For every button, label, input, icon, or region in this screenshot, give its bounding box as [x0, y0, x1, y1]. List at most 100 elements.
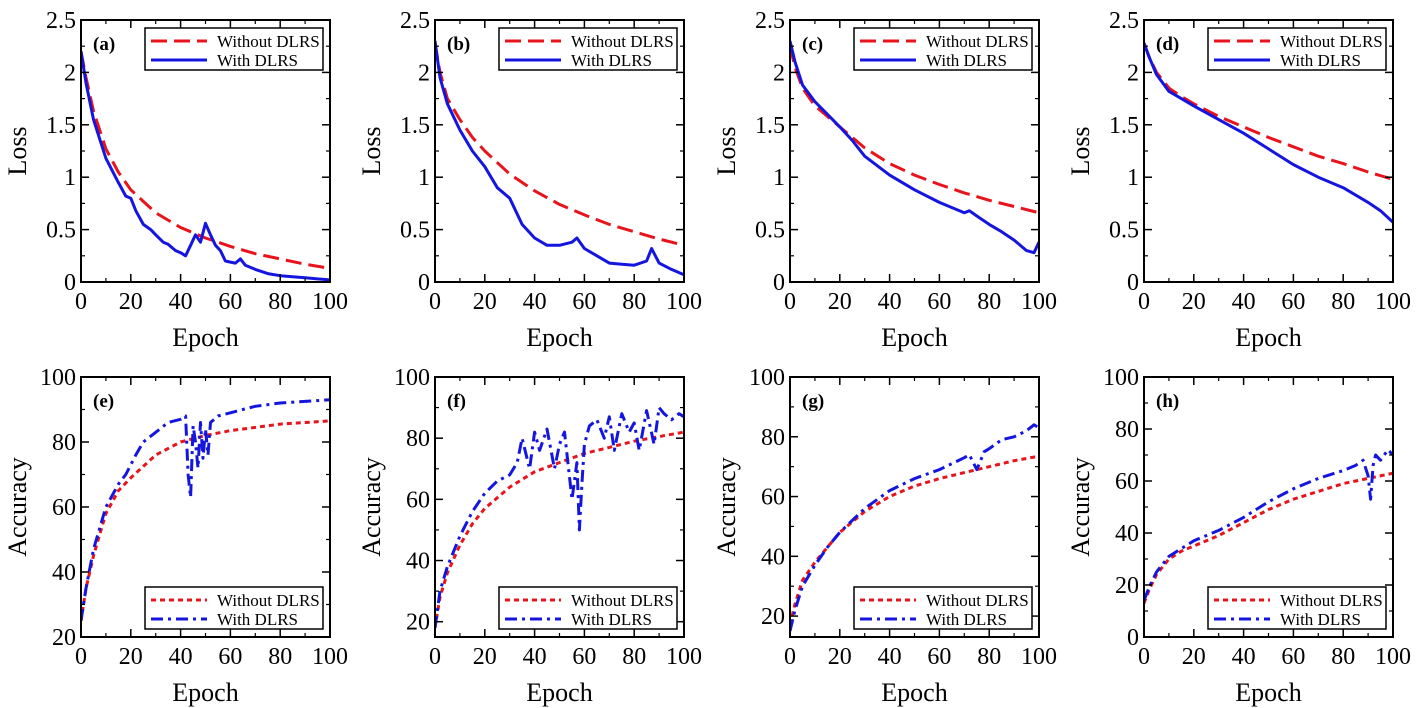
x-axis-label: Epoch — [1235, 678, 1301, 707]
x-tick-label: 100 — [666, 289, 702, 315]
series-line-with-dlrs — [1144, 42, 1393, 224]
y-tick-label: 0 — [418, 270, 430, 296]
y-tick-label: 0 — [1127, 270, 1139, 296]
series-line-without-dlrs — [81, 419, 330, 622]
legend-box — [853, 27, 1033, 71]
x-tick-label: 80 — [268, 289, 292, 315]
x-tick-label: 0 — [75, 644, 87, 670]
legend-box — [144, 586, 324, 630]
y-tick-label: 1.5 — [46, 113, 76, 139]
x-tick-label: 100 — [312, 289, 348, 315]
y-tick-label: 2 — [418, 60, 430, 86]
y-tick-label: 60 — [52, 495, 76, 521]
x-tick-label: 60 — [927, 289, 951, 315]
x-tick-label: 40 — [1232, 289, 1256, 315]
y-tick-label: 1.5 — [400, 113, 430, 139]
series-line-without-dlrs — [435, 42, 684, 247]
legend-entry-label: Without DLRS — [1280, 32, 1383, 51]
legend-entry-label: With DLRS — [926, 610, 1007, 629]
y-axis-label: Accuracy — [3, 457, 32, 557]
x-tick-label: 100 — [1021, 644, 1057, 670]
x-tick-label: 80 — [977, 644, 1001, 670]
x-tick-label: 20 — [119, 289, 143, 315]
legend-entry-label: With DLRS — [217, 610, 298, 629]
x-tick-label: 60 — [1281, 289, 1305, 315]
legend-entry-label: Without DLRS — [926, 32, 1029, 51]
legend-box — [1207, 27, 1387, 71]
y-tick-label: 100 — [394, 365, 430, 391]
x-axis-label: Epoch — [172, 678, 238, 707]
x-tick-label: 80 — [1331, 644, 1355, 670]
y-tick-label: 100 — [1103, 365, 1139, 391]
x-tick-label: 60 — [218, 289, 242, 315]
y-tick-label: 2.5 — [400, 8, 430, 34]
y-tick-label: 80 — [761, 425, 785, 451]
y-axis-label: Accuracy — [712, 457, 741, 557]
y-tick-label: 0.5 — [46, 218, 76, 244]
series-line-with-dlrs — [790, 423, 1039, 632]
x-axis-label: Epoch — [526, 678, 592, 707]
legend-entry-label: Without DLRS — [217, 32, 320, 51]
y-tick-label: 20 — [406, 610, 430, 636]
y-tick-label: 20 — [761, 604, 785, 630]
x-tick-label: 0 — [1138, 644, 1150, 670]
y-tick-label: 2.5 — [755, 8, 785, 34]
y-axis-label: Loss — [712, 126, 741, 175]
x-tick-label: 20 — [119, 644, 143, 670]
y-tick-label: 2 — [773, 60, 785, 86]
y-tick-label: 1 — [1127, 165, 1139, 191]
y-tick-label: 0.5 — [755, 218, 785, 244]
x-tick-label: 0 — [429, 644, 441, 670]
legend-entry-label: Without DLRS — [926, 591, 1029, 610]
chart-panel-4: 0 20 40 60 80 100 0 0.5 1 1.5 2 2.5 Epoch Loss (d) With… — [1066, 8, 1411, 352]
y-tick-label: 60 — [406, 487, 430, 513]
panel-label: (d) — [1156, 34, 1179, 55]
panel-label: (g) — [802, 391, 824, 412]
y-tick-label: 40 — [761, 544, 785, 570]
panel-label: (e) — [93, 391, 114, 412]
x-tick-label: 100 — [666, 644, 702, 670]
y-tick-label: 1.5 — [1109, 113, 1139, 139]
series-line-with-dlrs — [81, 51, 330, 282]
x-tick-label: 40 — [878, 289, 902, 315]
y-axis-label: Loss — [3, 126, 32, 175]
y-tick-label: 20 — [52, 625, 76, 651]
x-tick-label: 20 — [473, 289, 497, 315]
series-line-with-dlrs — [790, 40, 1039, 255]
legend-entry-label: With DLRS — [1280, 51, 1361, 70]
series-line-without-dlrs — [81, 51, 330, 270]
legend-box — [498, 27, 678, 71]
y-tick-label: 40 — [52, 560, 76, 586]
series-line-with-dlrs — [1144, 448, 1393, 602]
legend-box — [1207, 586, 1387, 630]
x-axis-label: Epoch — [172, 323, 238, 352]
y-tick-label: 2 — [64, 60, 76, 86]
chart-panel-8: 0 20 40 60 80 100 0 20 40 60 80 100 Epoch Accuracy (h)… — [1066, 365, 1411, 707]
x-tick-label: 40 — [1232, 644, 1256, 670]
series-line-without-dlrs — [790, 45, 1039, 215]
x-tick-label: 20 — [828, 644, 852, 670]
panel-label: (a) — [93, 34, 115, 55]
x-tick-label: 80 — [268, 644, 292, 670]
legend-entry-label: With DLRS — [571, 610, 652, 629]
x-axis-label: Epoch — [881, 323, 947, 352]
legend-entry-label: With DLRS — [926, 51, 1007, 70]
x-tick-label: 80 — [622, 289, 646, 315]
panel-label: (c) — [802, 34, 823, 55]
x-tick-label: 40 — [169, 644, 193, 670]
y-tick-label: 0 — [773, 270, 785, 296]
y-tick-label: 2.5 — [46, 8, 76, 34]
series-line-with-dlrs — [435, 40, 684, 277]
y-tick-label: 40 — [1115, 521, 1139, 547]
series-line-without-dlrs — [790, 454, 1039, 626]
legend-entry-label: Without DLRS — [571, 32, 674, 51]
x-tick-label: 20 — [1182, 289, 1206, 315]
x-tick-label: 100 — [1375, 289, 1411, 315]
y-tick-label: 1 — [64, 165, 76, 191]
x-tick-label: 40 — [878, 644, 902, 670]
